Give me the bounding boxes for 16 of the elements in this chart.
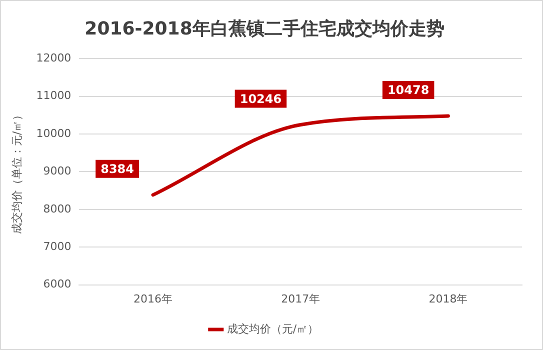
x-tick-label: 2018年 xyxy=(428,292,468,306)
data-label: 10478 xyxy=(387,83,430,98)
chart-title: 2016-2018年白蕉镇二手住宅成交均价走势 xyxy=(84,18,444,40)
y-axis-title: 成交均价（单位：元/㎡） xyxy=(10,109,24,234)
y-tick-label: 7000 xyxy=(43,240,72,253)
y-tick-label: 8000 xyxy=(43,202,72,216)
x-tick-label: 2017年 xyxy=(281,292,320,306)
y-tick-label: 12000 xyxy=(36,51,72,64)
y-tick-label: 6000 xyxy=(43,278,72,291)
y-tick-label: 10000 xyxy=(36,126,72,140)
x-tick-label: 2016年 xyxy=(133,292,172,306)
data-label: 8384 xyxy=(100,162,134,176)
data-label: 10246 xyxy=(240,92,282,106)
y-tick-label: 9000 xyxy=(43,164,72,178)
y-tick-label: 11000 xyxy=(36,89,72,102)
legend-label: 成交均价（元/㎡） xyxy=(226,322,319,336)
